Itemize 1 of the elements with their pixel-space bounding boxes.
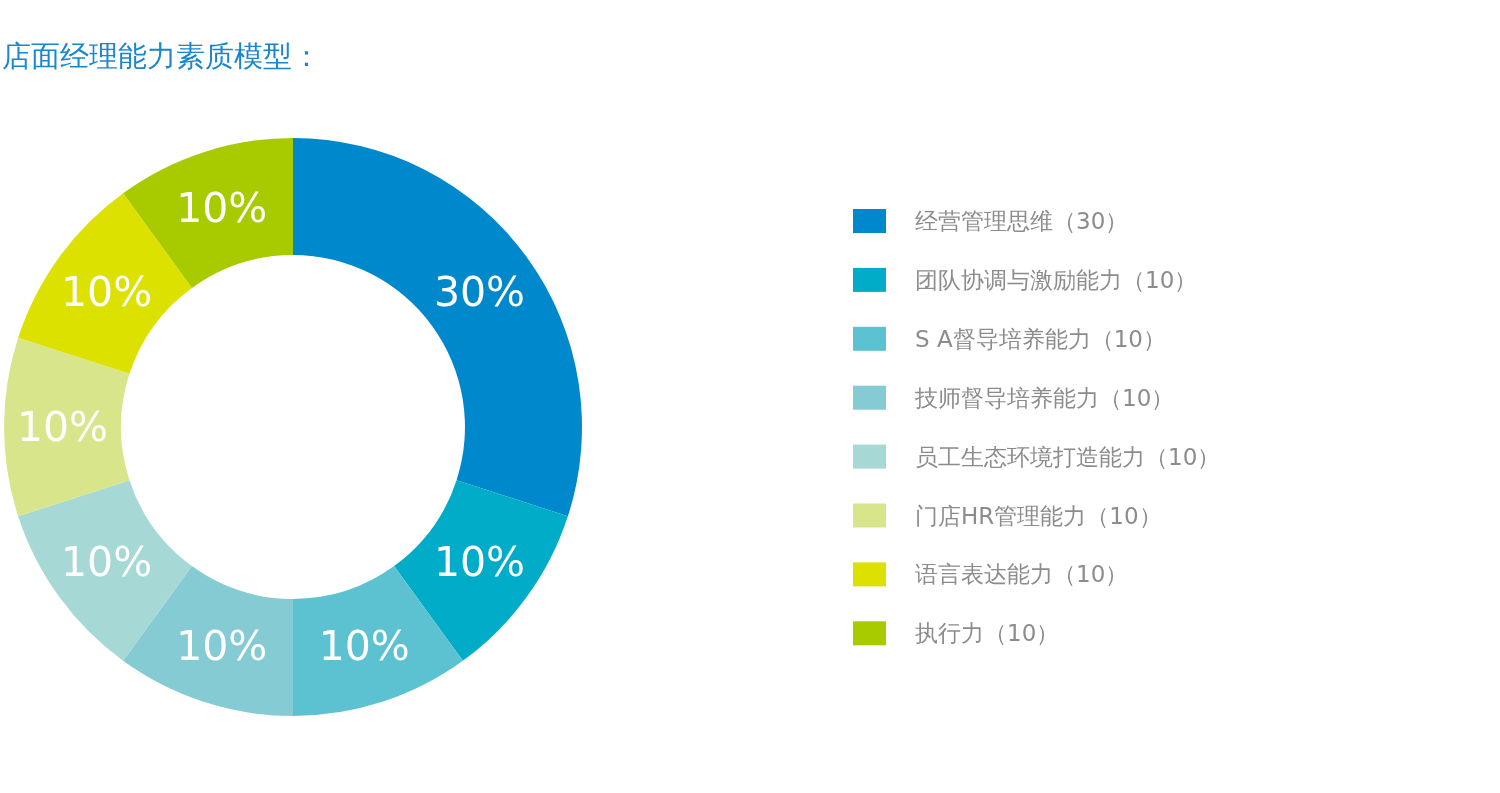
title: 店面经理能力素质模型： [2, 39, 321, 73]
